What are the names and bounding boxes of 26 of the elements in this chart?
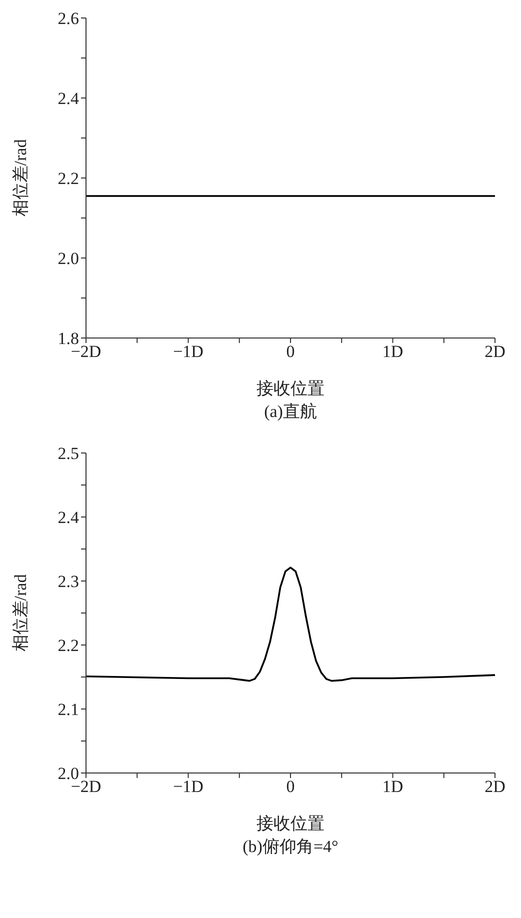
y-tick-label: 2.2: [58, 169, 79, 188]
y-axis-title: 相位差/rad: [11, 574, 30, 652]
y-tick-label: 2.1: [58, 700, 79, 720]
y-tick-label: 2.4: [58, 89, 80, 108]
y-tick-label: 2.6: [58, 9, 79, 28]
x-tick-label: 0: [286, 342, 295, 362]
text: (b)俯仰角=4°: [242, 836, 340, 858]
x-tick-label: 1D: [382, 777, 404, 796]
y-tick-label: 2.0: [58, 249, 79, 268]
x-tick-label: 1D: [382, 342, 404, 362]
y-tick-label: 1.8: [58, 329, 79, 348]
x-axis-title: 接收位置: [256, 379, 324, 398]
y-tick-label: 2.4: [58, 508, 80, 528]
x-tick-label: 2D: [484, 342, 506, 362]
x-tick-label: 2D: [484, 777, 506, 796]
y-axis-title: 相位差/rad: [11, 138, 30, 217]
x-axis-title: 接收位置: [256, 814, 324, 833]
y-tick-label: 2.0: [58, 764, 79, 784]
x-tick-label: 0: [286, 777, 295, 796]
x-tick-label: −1D: [173, 342, 204, 362]
y-tick-label: 2.3: [58, 572, 79, 592]
text: (a)直航: [263, 401, 318, 423]
y-tick-label: 2.2: [58, 636, 79, 656]
x-tick-label: −1D: [173, 777, 204, 796]
line-series: [86, 566, 495, 682]
y-tick-label: 2.5: [58, 444, 79, 464]
